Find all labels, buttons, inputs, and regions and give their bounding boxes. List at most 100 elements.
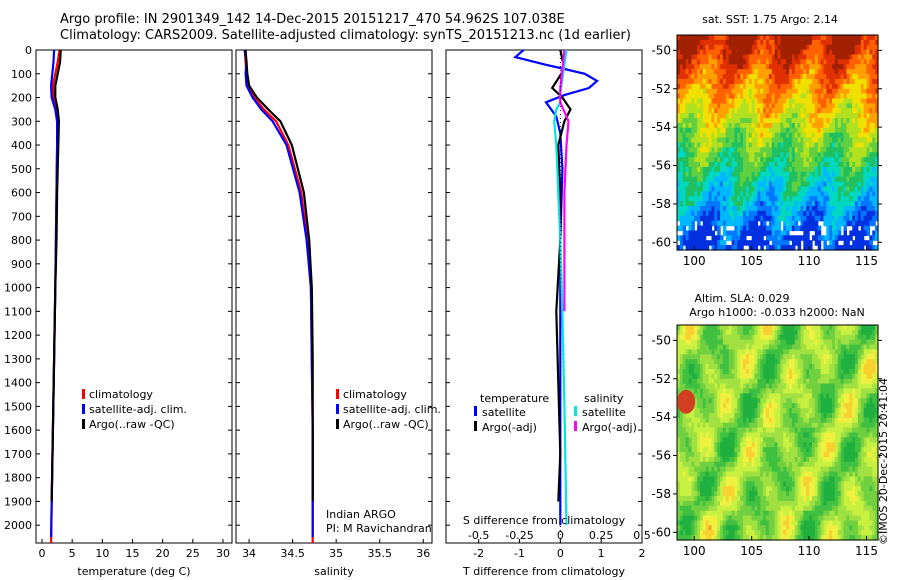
map-cell <box>697 378 701 385</box>
map-cell <box>677 206 681 212</box>
map-cell <box>857 373 862 380</box>
map-cell <box>702 383 707 390</box>
map-cell <box>852 383 856 390</box>
map-cell <box>849 118 853 124</box>
map-cell <box>800 118 804 124</box>
map-cell <box>722 196 727 202</box>
map-cell <box>812 103 816 109</box>
map-cell <box>806 403 810 409</box>
map-cell <box>806 157 810 163</box>
map-cell <box>797 162 802 168</box>
map-cell <box>737 393 741 399</box>
map-cell <box>783 398 787 404</box>
map-cell <box>694 118 698 124</box>
map-cell <box>855 196 859 202</box>
map-cell <box>843 181 847 188</box>
map-cell <box>763 83 767 90</box>
map-cell <box>826 186 830 192</box>
map-cell <box>823 113 827 119</box>
map-cell <box>740 142 744 148</box>
map-cell <box>852 329 856 336</box>
map-cell <box>682 230 687 236</box>
map-cell <box>806 64 810 70</box>
map-cell <box>875 44 879 51</box>
map-cell <box>800 369 804 375</box>
map-cell <box>872 69 876 75</box>
map-cell <box>809 44 813 51</box>
map-cell <box>812 39 816 46</box>
map-cell <box>737 427 741 434</box>
map-cell <box>840 191 845 197</box>
map-cell <box>869 432 873 438</box>
map-cell <box>783 64 787 70</box>
map-cell <box>743 427 747 434</box>
map-cell <box>849 93 853 100</box>
secondary-tick-label: -0.5 <box>468 529 489 542</box>
map-cell <box>789 35 793 41</box>
map-cell <box>849 383 853 390</box>
map-cell <box>826 171 830 178</box>
map-cell <box>757 373 761 380</box>
map-cell <box>734 74 738 80</box>
map-cell <box>860 383 865 390</box>
map-cell <box>763 206 767 212</box>
map-cell <box>826 88 830 95</box>
map-cell <box>826 359 830 365</box>
map-cell <box>685 334 690 341</box>
map-cell <box>783 142 787 148</box>
map-cell <box>717 354 721 360</box>
map-cell <box>688 437 692 443</box>
map-cell <box>846 74 850 80</box>
map-cell <box>682 329 687 336</box>
map-cell <box>866 98 870 104</box>
map-cell <box>760 329 764 336</box>
map-cell <box>722 39 727 46</box>
map-cell <box>875 83 879 90</box>
map-cell <box>823 432 827 438</box>
map-cell <box>740 54 744 60</box>
map-cell <box>780 147 784 153</box>
map-cell <box>751 49 756 56</box>
map-cell <box>852 83 856 90</box>
map-cell <box>688 230 692 236</box>
map-cell <box>748 132 753 139</box>
map-cell <box>857 137 862 144</box>
map-cell <box>774 39 779 46</box>
map-cell <box>857 69 862 75</box>
map-cell <box>849 59 853 65</box>
map-cell <box>743 196 747 202</box>
map-cell <box>832 339 836 346</box>
map-cell <box>814 417 819 424</box>
map-cell <box>725 334 730 341</box>
map-cell <box>679 235 684 241</box>
map-cell <box>754 181 758 188</box>
map-cell <box>852 176 856 183</box>
map-cell <box>809 201 813 207</box>
map-cell <box>714 98 718 104</box>
map-cell <box>731 83 736 90</box>
map-cell <box>789 83 793 90</box>
map-cell <box>814 373 819 380</box>
map-cell <box>725 393 730 399</box>
map-cell <box>754 215 758 222</box>
map-cell <box>768 54 773 60</box>
map-cell <box>866 210 870 217</box>
map-cell <box>794 437 799 443</box>
map-cell <box>745 186 750 192</box>
map-cell <box>763 373 767 380</box>
map-cell <box>855 118 859 124</box>
map-cell <box>728 103 733 109</box>
map-cell <box>708 79 713 85</box>
map-cell <box>846 132 850 139</box>
map-cell <box>697 364 701 370</box>
map-cell <box>714 206 718 212</box>
map-cell <box>766 49 770 56</box>
map-cell <box>783 162 787 168</box>
map-cell <box>855 166 859 173</box>
map-cell <box>731 157 736 163</box>
map-cell <box>688 417 692 424</box>
map-cell <box>731 39 736 46</box>
map-cell <box>843 417 847 424</box>
map-cell <box>834 206 839 212</box>
